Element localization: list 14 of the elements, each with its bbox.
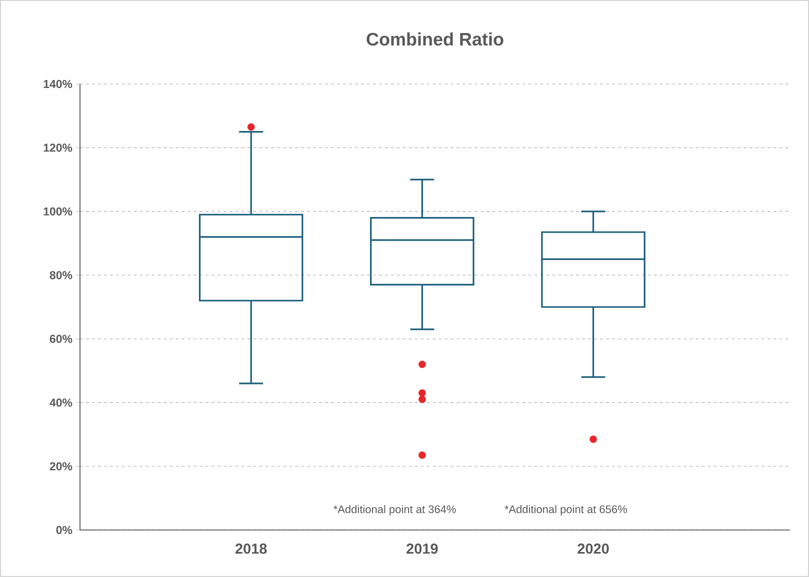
y-tick-label: 120% <box>44 144 72 152</box>
x-tick-label: 2020 <box>578 544 609 554</box>
y-tick-label: 60% <box>50 334 72 343</box>
y-tick-label: 40% <box>50 398 72 407</box>
y-tick-label: 140% <box>44 80 72 88</box>
x-tick-label: 2019 <box>406 544 438 554</box>
x-tick-label: 2018 <box>235 544 267 554</box>
y-tick-label: 20% <box>50 462 72 470</box>
y-tick-label: 80% <box>50 271 72 280</box>
annotation: *Additional point at 656% <box>504 505 627 516</box>
chart-title: Combined Ratio <box>366 32 504 46</box>
y-tick-label: 0% <box>56 526 72 534</box>
y-tick-label: 100% <box>44 207 72 216</box>
annotation: *Additional point at 364% <box>334 505 456 516</box>
